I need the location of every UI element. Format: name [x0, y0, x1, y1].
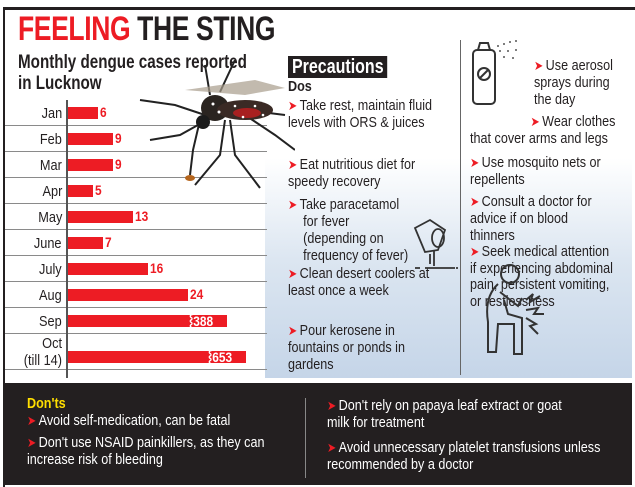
dos-item: ➤ Take paracetamol for fever (depending o… [288, 196, 414, 264]
dos-item-text: Eat nutritious diet for speedy recovery [288, 156, 416, 190]
category-label: Oct (till 14) [23, 335, 62, 369]
precautions-background [265, 40, 632, 378]
precaution-item-text: Use mosquito nets or repellents [470, 154, 601, 188]
chart-row: Feb 9 [5, 126, 267, 152]
precaution-item: ➤ Use mosquito nets or repellents [470, 154, 630, 188]
category-label: Sep [39, 312, 62, 330]
value-label: 6 [100, 104, 107, 120]
left-rule [3, 7, 5, 487]
dos-item-text: Pour kerosene in fountains or ponds in g… [288, 322, 405, 373]
chart-row: Jan 6 [5, 100, 267, 126]
bar-may [68, 211, 133, 223]
donts-divider [305, 398, 306, 478]
headline: FEELING THE STING [18, 10, 276, 49]
arrow-bullet-icon: ➤ [288, 197, 298, 212]
chart-title: Monthly dengue cases reported in Lucknow [18, 52, 247, 94]
category-label: Aug [39, 286, 62, 304]
dos-item: ➤ Clean desert coolers at least once a we… [288, 265, 452, 299]
bar-aug [68, 289, 188, 301]
chart-row: May 13 [5, 204, 267, 230]
bar-feb [68, 133, 113, 145]
arrow-bullet-icon: ➤ [288, 157, 298, 172]
spilled-bucket-icon [413, 218, 458, 269]
category-label: Jan [41, 104, 62, 122]
chart-row: July 16 [5, 256, 267, 282]
dos-item-text: Take rest, maintain fluid levels with OR… [288, 97, 433, 131]
dos-item: ➤ Take rest, maintain fluid levels with O… [288, 97, 452, 131]
arrow-bullet-icon: ➤ [327, 440, 337, 455]
bar-chart: Jan 6 Feb 9 Mar 9 Apr 5 May 13 June 7 July 16 Aug 24 Sep… [5, 100, 267, 378]
dos-item: ➤ Eat nutritious diet for speedy recovery [288, 156, 452, 190]
chart-row: Mar 9 [5, 152, 267, 178]
abdominal-pain-person-icon [486, 264, 544, 355]
top-rule [3, 7, 635, 10]
chart-axis [66, 100, 68, 378]
bar-apr [68, 185, 93, 197]
category-label: July [39, 260, 62, 278]
bar-july [68, 263, 148, 275]
category-label: June [34, 234, 62, 252]
precaution-item-text: Consult a doctor for advice if on blood … [470, 193, 592, 244]
bar-jan [68, 107, 98, 119]
precautions-heading: Precautions [288, 56, 388, 78]
donts-item: ➤ Don't rely on papaya leaf extract or go… [327, 397, 587, 431]
headline-highlight: FEELING [18, 10, 131, 48]
donts-heading: Don'ts [27, 395, 66, 412]
bar-oct [68, 351, 246, 363]
chart-row: June 7 [5, 230, 267, 256]
donts-item: ➤ Don't use NSAID painkillers, as they ca… [27, 434, 296, 468]
category-label: Mar [40, 156, 62, 174]
arrow-bullet-icon: ➤ [288, 323, 298, 338]
chart-row: Oct (till 14) ⸾653 [5, 334, 267, 370]
arrow-bullet-icon: ➤ [288, 98, 298, 113]
chart-row: Sep ⸾388 [5, 308, 267, 334]
arrow-bullet-icon: ➤ [534, 58, 544, 73]
donts-item-text: Don't use NSAID painkillers, as they can… [27, 434, 265, 468]
arrow-bullet-icon: ➤ [470, 244, 480, 259]
column-divider [460, 40, 461, 375]
donts-item: ➤ Avoid unnecessary platelet transfusions… [327, 439, 604, 473]
arrow-bullet-icon: ➤ [27, 413, 37, 428]
precaution-item: ➤ Consult a doctor for advice if on blood… [470, 193, 609, 244]
bar-sep [68, 315, 227, 327]
mosquito-icon [139, 60, 295, 189]
value-label: 16 [150, 260, 164, 276]
donts-item-text: Avoid unnecessary platelet transfusions … [327, 439, 601, 473]
value-label: ⸾388 [189, 313, 214, 329]
value-label: 13 [135, 208, 149, 224]
arrow-bullet-icon: ➤ [327, 398, 337, 413]
headline-rest: THE STING [137, 10, 276, 48]
dos-item-text: Take paracetamol for fever (depending on… [299, 196, 409, 264]
category-label: Apr [42, 182, 62, 200]
precaution-item: ➤ Use aerosol sprays during the day [534, 57, 631, 108]
value-label: 9 [115, 156, 122, 172]
chart-row: Aug 24 [5, 282, 267, 308]
dos-item-text: Clean desert coolers at least once a wee… [288, 265, 430, 299]
donts-item: ➤ Avoid self-medication, can be fatal [27, 412, 304, 429]
donts-panel [5, 383, 632, 485]
category-label: Feb [40, 130, 62, 148]
chart-row: Apr 5 [5, 178, 267, 204]
bar-june [68, 237, 103, 249]
value-label: 9 [115, 130, 122, 146]
precaution-item-text: Use aerosol sprays during the day [534, 57, 613, 108]
precaution-item-text: Wear clothes that cover arms and legs [470, 113, 616, 147]
arrow-bullet-icon: ➤ [27, 435, 37, 450]
precaution-item: ➤ Wear clothes that cover arms and legs [470, 113, 635, 147]
value-label: 24 [190, 286, 204, 302]
bar-mar [68, 159, 113, 171]
arrow-bullet-icon: ➤ [530, 114, 540, 129]
dos-item: ➤ Pour kerosene in fountains or ponds in … [288, 322, 422, 373]
donts-item-text: Avoid self-medication, can be fatal [38, 412, 231, 429]
arrow-bullet-icon: ➤ [288, 266, 298, 281]
aerosol-spray-icon [472, 40, 517, 105]
donts-item-text: Don't rely on papaya leaf extract or goa… [327, 397, 562, 431]
dos-heading: Dos [288, 78, 312, 95]
value-label: ⸾653 [208, 349, 233, 365]
arrow-bullet-icon: ➤ [470, 155, 480, 170]
arrow-bullet-icon: ➤ [470, 194, 480, 209]
category-label: May [37, 208, 62, 226]
value-label: 7 [105, 234, 112, 250]
value-label: 5 [95, 182, 102, 198]
